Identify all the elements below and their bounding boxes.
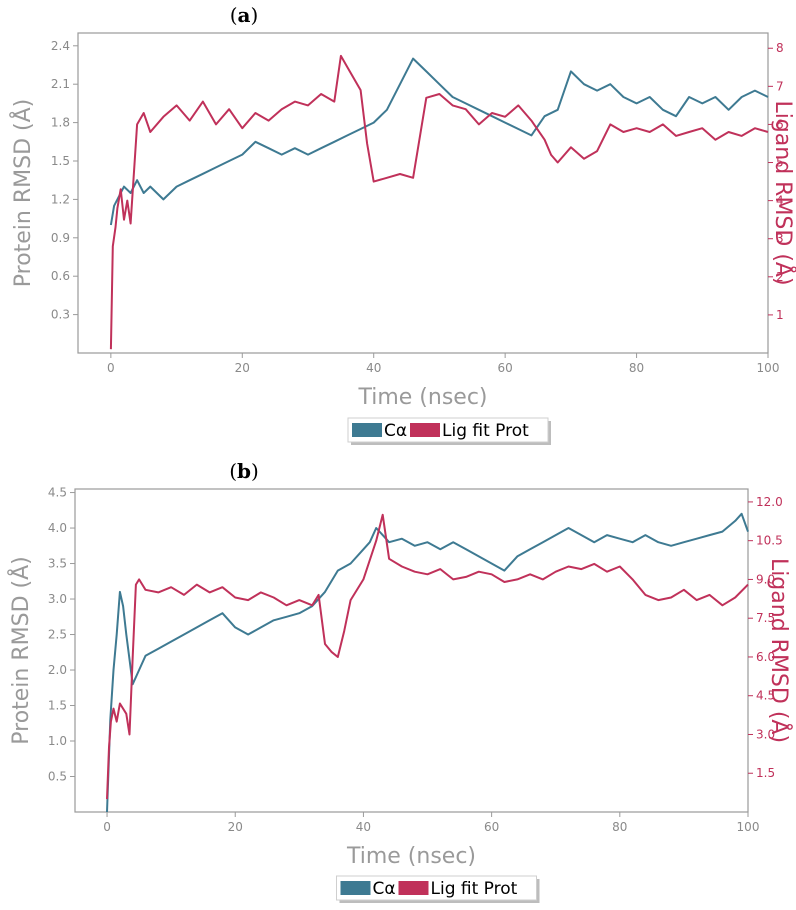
y-axis-title: Protein RMSD (Å) — [7, 556, 34, 745]
x-tick-label: 0 — [107, 361, 115, 375]
y2-tick-label: 3 — [776, 232, 784, 246]
legend-label-ligand: Lig fit Prot — [442, 421, 529, 441]
y2-tick-label: 8 — [776, 41, 784, 55]
x-tick-label: 60 — [498, 361, 513, 375]
panel-label-letter: b — [237, 459, 251, 483]
x-tick-label: 100 — [737, 820, 760, 834]
x-tick-label: 40 — [356, 820, 371, 834]
y-tick-label: 2.5 — [48, 628, 67, 642]
y-tick-label: 4.5 — [48, 486, 67, 500]
ligand-rmsd-line — [106, 513, 749, 800]
protein-rmsd-line — [106, 512, 749, 813]
y2-tick-label: 7 — [776, 79, 784, 93]
y-tick-label: 1.5 — [48, 699, 67, 713]
y-tick-label: 0.6 — [51, 269, 70, 283]
x-tick-label: 40 — [366, 361, 381, 375]
panel-label: (b) — [229, 459, 259, 483]
y-tick-label: 0.9 — [51, 231, 70, 245]
y2-tick-label: 5 — [776, 156, 784, 170]
y2-tick-label: 1.5 — [756, 766, 775, 780]
y-tick-label: 1.5 — [51, 154, 70, 168]
legend-swatch-protein — [352, 423, 382, 437]
x-tick-label: 80 — [629, 361, 644, 375]
panel-label: (a) — [230, 3, 259, 27]
y2-tick-label: 9.0 — [756, 572, 775, 586]
y2-tick-label: 6.0 — [756, 650, 775, 664]
x-axis-title: Time (nsec) — [357, 385, 487, 410]
y2-tick-label: 4.5 — [756, 689, 775, 703]
x-tick-label: 80 — [612, 820, 627, 834]
x-axis-title: Time (nsec) — [346, 844, 476, 869]
legend-label-ligand: Lig fit Prot — [431, 879, 518, 899]
legend-swatch-ligand — [398, 881, 429, 895]
y-axis-title: Protein RMSD (Å) — [9, 99, 36, 288]
y2-tick-label: 7.5 — [756, 611, 775, 625]
panel-label-open: ( — [230, 3, 238, 27]
y2-tick-label: 12.0 — [756, 495, 783, 509]
y2-tick-label: 4 — [776, 194, 784, 208]
y-tick-label: 0.3 — [51, 308, 70, 322]
y-tick-label: 4.0 — [48, 521, 67, 535]
y2-axis-title: Ligand RMSD (Å) — [770, 100, 796, 285]
protein-rmsd-line — [109, 57, 769, 226]
x-tick-label: 20 — [228, 820, 243, 834]
ligand-rmsd-line — [109, 54, 769, 350]
y2-tick-label: 1 — [776, 308, 784, 322]
y-tick-label: 1.8 — [51, 116, 70, 130]
x-tick-label: 60 — [484, 820, 499, 834]
legend-label-protein: Cα — [384, 421, 407, 441]
plot-frame — [74, 488, 749, 813]
y-tick-label: 0.5 — [48, 770, 67, 784]
y-tick-label: 1.2 — [51, 192, 70, 206]
legend-swatch-ligand — [410, 423, 440, 437]
y2-tick-label: 2 — [776, 270, 784, 284]
y2-tick-label: 10.5 — [756, 534, 783, 548]
x-tick-label: 100 — [757, 361, 780, 375]
x-tick-label: 0 — [103, 820, 111, 834]
y2-tick-label: 6 — [776, 117, 784, 131]
y-tick-label: 3.5 — [48, 557, 67, 571]
x-tick-label: 20 — [235, 361, 250, 375]
panel-label-open: ( — [229, 459, 237, 483]
legend-label-protein: Cα — [373, 879, 396, 899]
plot-frame — [77, 32, 769, 354]
panel-a: (a) 0 20 40 60 80 100 0.3 0.6 0.9 1.2 1.5 1.8 2.1 2.4 1… — [9, 3, 796, 445]
legend-swatch-protein — [340, 881, 371, 895]
y2-axis-title: Ligand RMSD (Å) — [766, 558, 793, 743]
y-tick-label: 2.0 — [48, 663, 67, 677]
y-tick-label: 1.0 — [48, 734, 67, 748]
y-tick-label: 2.1 — [51, 77, 70, 91]
y-tick-label: 3.0 — [48, 592, 67, 606]
panel-label-close: ) — [250, 3, 258, 27]
panel-b: (b) 0 20 40 60 80 100 0.5 1.0 1.5 2.0 2.5 3.0 3.5 4.0 4… — [7, 459, 793, 903]
panel-label-close: ) — [251, 459, 259, 483]
y-tick-label: 2.4 — [51, 39, 70, 53]
y2-tick-label: 3.0 — [756, 727, 775, 741]
panel-label-letter: a — [238, 3, 251, 27]
